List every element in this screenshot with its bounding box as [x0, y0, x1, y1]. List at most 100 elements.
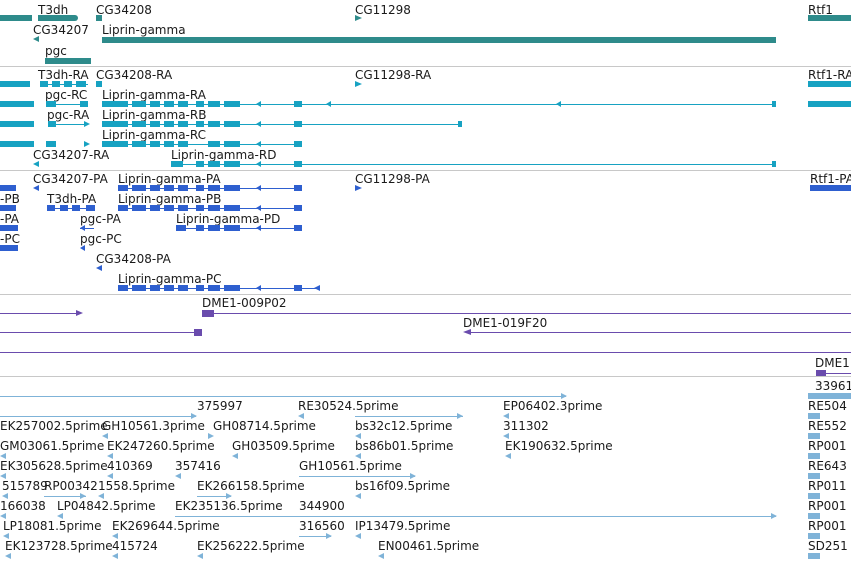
est-arrow[interactable] [355, 433, 361, 439]
est-arrow[interactable] [5, 553, 11, 559]
cdna-label[interactable]: DME1-009P02 [202, 296, 287, 310]
exon[interactable] [294, 141, 302, 147]
est-arrow[interactable] [112, 533, 118, 539]
est-arrow[interactable] [107, 453, 113, 459]
protein-label[interactable]: Liprin-gamma-PA [118, 172, 221, 186]
cds[interactable] [118, 285, 128, 291]
protein-label[interactable]: -PA [0, 212, 20, 226]
protein-label[interactable]: CG34208-PA [96, 252, 171, 266]
exon[interactable] [0, 101, 34, 107]
est-label[interactable]: LP18081.5prime [3, 519, 102, 533]
est-feature[interactable] [808, 413, 820, 419]
exon[interactable] [294, 161, 302, 167]
protein-label[interactable]: CG34207-PA [33, 172, 108, 186]
est-label[interactable]: 316560 [299, 519, 345, 533]
cds[interactable] [208, 185, 220, 191]
est-label[interactable]: GH10561.5prime [299, 459, 402, 473]
est-label[interactable]: RE552 [808, 419, 847, 433]
gene-label[interactable]: CG11298 [355, 3, 411, 17]
gene-arrow[interactable] [33, 36, 39, 42]
cds[interactable] [0, 245, 18, 251]
exon[interactable] [102, 141, 128, 147]
exon[interactable] [76, 81, 86, 87]
exon-arrow[interactable] [256, 161, 261, 167]
est-arrow[interactable] [505, 453, 511, 459]
protein-label[interactable]: pgc-PA [80, 212, 121, 226]
est-label[interactable]: IP13479.5prime [355, 519, 451, 533]
cds[interactable] [294, 185, 302, 191]
protein-label[interactable]: CG11298-PA [355, 172, 430, 186]
exon[interactable] [46, 101, 56, 107]
cds[interactable] [224, 185, 240, 191]
exon[interactable] [52, 81, 60, 87]
exon[interactable] [0, 81, 30, 87]
cds[interactable] [118, 185, 128, 191]
cdna-feature[interactable] [202, 310, 214, 317]
est-feature[interactable] [808, 473, 820, 479]
exon-arrow[interactable] [355, 81, 362, 87]
exon[interactable] [208, 141, 220, 147]
cds[interactable] [208, 225, 220, 231]
cds[interactable] [132, 205, 146, 211]
exon-arrow[interactable] [33, 161, 39, 167]
cdna-label[interactable]: DME1-019F20 [463, 316, 548, 330]
cds[interactable] [0, 185, 16, 191]
exon-arrow[interactable] [556, 101, 561, 107]
exon[interactable] [64, 81, 72, 87]
transcript-label[interactable]: Rtf1-RA [808, 68, 851, 82]
exon[interactable] [178, 101, 188, 107]
exon[interactable] [150, 101, 160, 107]
exon[interactable] [178, 141, 188, 147]
est-arrow[interactable] [226, 493, 232, 499]
est-arrow[interactable] [457, 413, 463, 419]
est-label[interactable]: 311302 [503, 419, 549, 433]
est-label[interactable]: RP001 [808, 519, 847, 533]
est-arrow[interactable] [112, 553, 118, 559]
cds-arrow[interactable] [256, 185, 261, 191]
cds[interactable] [208, 205, 220, 211]
est-arrow[interactable] [232, 453, 238, 459]
cds-arrow[interactable] [256, 225, 261, 231]
est-label[interactable]: EN00461.5prime [378, 539, 480, 553]
est-label[interactable]: bs16f09.5prime [355, 479, 451, 493]
transcript-label[interactable]: Liprin-gamma-RC [102, 128, 206, 142]
exon[interactable] [208, 101, 220, 107]
transcript-label[interactable]: CG34207-RA [33, 148, 110, 162]
exon[interactable] [0, 121, 34, 127]
exon-arrow[interactable] [84, 141, 90, 147]
transcript-label[interactable]: Liprin-gamma-RA [102, 88, 206, 102]
exon[interactable] [48, 121, 56, 127]
gene-label[interactable]: Rtf1 [808, 3, 833, 17]
est-arrow[interactable] [355, 533, 361, 539]
gene-feature[interactable] [808, 15, 851, 21]
protein-label[interactable]: -PC [0, 232, 20, 246]
cds[interactable] [224, 225, 240, 231]
exon[interactable] [196, 121, 204, 127]
est-arrow[interactable] [355, 453, 361, 459]
exon[interactable] [196, 101, 204, 107]
est-arrow[interactable] [191, 413, 197, 419]
est-label[interactable]: EK257002.5prime [0, 419, 108, 433]
transcript-label[interactable]: pgc-RC [45, 88, 88, 102]
cds[interactable] [178, 285, 188, 291]
est-label[interactable]: EK256222.5prime [197, 539, 305, 553]
cds[interactable] [164, 285, 174, 291]
cdna-arrow[interactable] [76, 310, 83, 316]
protein-label[interactable]: -PB [0, 192, 20, 206]
transcript-label[interactable]: CG11298-RA [355, 68, 432, 82]
exon[interactable] [808, 81, 851, 87]
est-label[interactable]: RP011 [808, 479, 847, 493]
est-feature[interactable] [808, 393, 851, 399]
cds[interactable] [0, 225, 18, 231]
protein-label[interactable]: Liprin-gamma-PB [118, 192, 222, 206]
exon[interactable] [0, 141, 34, 147]
est-label[interactable]: 410369 [107, 459, 153, 473]
est-label[interactable]: 415724 [112, 539, 158, 553]
cdna-feature[interactable] [194, 329, 202, 336]
est-arrow[interactable] [98, 493, 104, 499]
cds[interactable] [86, 205, 95, 211]
cds[interactable] [294, 225, 302, 231]
est-arrow[interactable] [0, 513, 6, 519]
cds[interactable] [196, 185, 204, 191]
est-label[interactable]: EK123728.5prime [5, 539, 113, 553]
